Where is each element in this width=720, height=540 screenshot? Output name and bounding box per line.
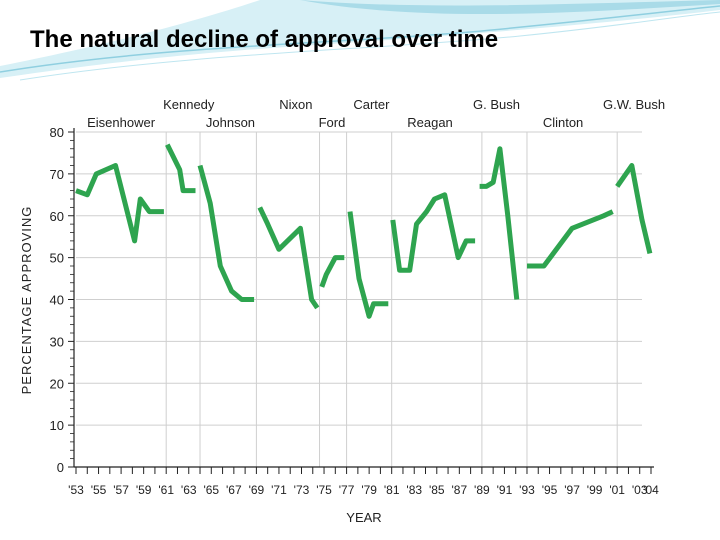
x-tick-label: '79 xyxy=(361,483,377,497)
approval-series-line xyxy=(75,163,164,244)
x-tick-label: '71 xyxy=(271,483,287,497)
x-tick-label: '69 xyxy=(249,483,265,497)
approval-series-line xyxy=(257,206,320,310)
x-tick-label: '03 xyxy=(632,483,648,497)
president-label: G. Bush xyxy=(473,97,520,112)
y-tick-label: 30 xyxy=(50,334,64,349)
x-tick-label: '04 xyxy=(643,483,659,497)
x-tick-label: '91 xyxy=(497,483,513,497)
x-tick-label: '81 xyxy=(384,483,400,497)
axis-layer xyxy=(73,128,654,468)
president-label: Nixon xyxy=(279,97,312,112)
president-label: G.W. Bush xyxy=(603,97,665,112)
approval-series-line xyxy=(197,164,255,302)
x-tick-label: '89 xyxy=(474,483,490,497)
y-ticks: 0 10 20 30 40 50 60 70 80 xyxy=(50,125,74,475)
president-label: Carter xyxy=(353,97,390,112)
x-tick-label: '95 xyxy=(542,483,558,497)
president-label: Clinton xyxy=(543,115,583,130)
series-layer xyxy=(75,143,653,319)
approval-series-line xyxy=(165,143,196,194)
y-tick-label: 0 xyxy=(57,460,64,475)
x-tick-label: '63 xyxy=(181,483,197,497)
y-tick-label: 70 xyxy=(50,167,64,182)
y-tick-label: 40 xyxy=(50,293,64,308)
y-tick-label: 20 xyxy=(50,376,64,391)
grid-layer xyxy=(76,131,642,426)
president-label: Kennedy xyxy=(163,97,215,112)
y-tick-label: 10 xyxy=(50,418,64,433)
y-tick-label: 80 xyxy=(50,125,64,140)
y-axis-title: PERCENTAGE APPROVING xyxy=(19,206,34,395)
approval-series-line xyxy=(347,211,389,319)
x-tick-label: '59 xyxy=(136,483,152,497)
x-tick-label: '83 xyxy=(406,483,422,497)
x-tick-label: '61 xyxy=(158,483,174,497)
header-banner-stripe xyxy=(300,0,720,15)
x-tick-label: '73 xyxy=(294,483,310,497)
x-tick-label: '75 xyxy=(316,483,332,497)
president-label: Ford xyxy=(319,115,346,130)
x-tick-label: '67 xyxy=(226,483,242,497)
chart-panel xyxy=(14,88,684,534)
president-boundaries xyxy=(165,132,618,467)
header-swoosh-line xyxy=(19,11,720,81)
president-label: Reagan xyxy=(407,115,453,130)
x-axis-title: YEAR xyxy=(346,510,381,525)
y-tick-label: 50 xyxy=(50,251,64,266)
approval-series-line xyxy=(390,192,476,273)
x-tick-label: '85 xyxy=(429,483,445,497)
x-tick-label: '93 xyxy=(519,483,535,497)
approval-series-line xyxy=(615,163,653,254)
x-tick-label: '53 xyxy=(68,483,84,497)
x-tick-label: '99 xyxy=(587,483,603,497)
y-tick-label: 60 xyxy=(50,209,64,224)
president-labels: Eisenhower Kennedy Johnson Nixon Ford Carter R… xyxy=(87,97,665,130)
president-label: Eisenhower xyxy=(87,115,156,130)
x-ticks: '53 '55 '57 '59 '61 '63 '65 '67 '69 '71 '73 '75 '77 '… xyxy=(68,467,659,497)
x-tick-label: '97 xyxy=(564,483,580,497)
x-tick-label: '77 xyxy=(339,483,355,497)
approval-series-line xyxy=(319,255,345,288)
x-tick-label: '01 xyxy=(609,483,625,497)
president-label: Johnson xyxy=(206,115,255,130)
header-swoosh-line xyxy=(0,5,720,73)
x-tick-label: '57 xyxy=(113,483,129,497)
approval-series-line xyxy=(527,209,614,269)
x-tick-label: '65 xyxy=(203,483,219,497)
x-tick-label: '55 xyxy=(91,483,107,497)
slide-title: The natural decline of approval over tim… xyxy=(30,26,499,53)
approval-series-line xyxy=(479,146,520,300)
x-tick-label: '87 xyxy=(452,483,468,497)
